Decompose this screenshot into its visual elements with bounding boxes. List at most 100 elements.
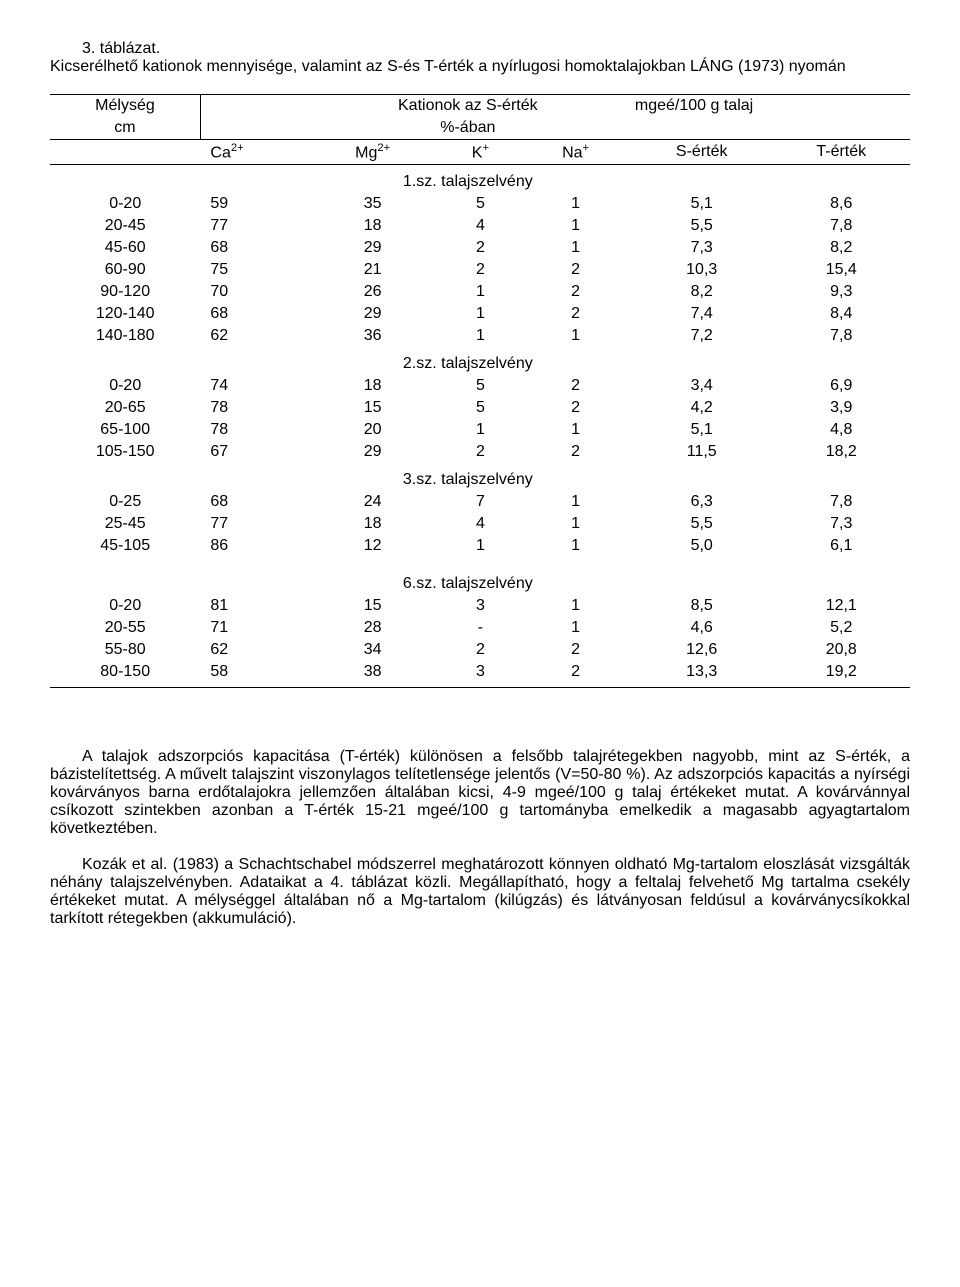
col-na: Na+	[520, 140, 631, 165]
cell-t: 12,1	[773, 595, 910, 617]
cell-mg: 18	[305, 375, 441, 397]
cell-mg: 18	[305, 215, 441, 237]
cell-depth: 55-80	[50, 639, 200, 661]
cell-na: 1	[520, 237, 631, 259]
table-row: 20-657815524,23,9	[50, 397, 910, 419]
cell-depth: 20-55	[50, 617, 200, 639]
cell-na: 1	[520, 193, 631, 215]
table-row: 45-1058612115,06,1	[50, 535, 910, 557]
cell-ca: 68	[200, 491, 304, 513]
cell-ca: 78	[200, 419, 304, 441]
cell-mg: 29	[305, 237, 441, 259]
cell-na: 2	[520, 281, 631, 303]
col-percent-label: %-ában	[305, 117, 631, 140]
cell-t: 8,2	[773, 237, 910, 259]
cell-k: 2	[441, 441, 521, 463]
cell-t: 4,8	[773, 419, 910, 441]
cell-depth: 20-45	[50, 215, 200, 237]
cell-k: 1	[441, 325, 521, 347]
table-row: 20-457718415,57,8	[50, 215, 910, 237]
cell-k: 2	[441, 259, 521, 281]
cell-depth: 0-20	[50, 595, 200, 617]
table-row: 25-457718415,57,3	[50, 513, 910, 535]
cell-ca: 74	[200, 375, 304, 397]
cell-k: 3	[441, 595, 521, 617]
cell-k: 3	[441, 661, 521, 688]
cell-ca: 62	[200, 639, 304, 661]
group-label-row: 1.sz. talajszelvény	[50, 165, 910, 194]
table-row: 80-15058383213,319,2	[50, 661, 910, 688]
cell-ca: 86	[200, 535, 304, 557]
cell-mg: 35	[305, 193, 441, 215]
cell-depth: 120-140	[50, 303, 200, 325]
cell-na: 1	[520, 419, 631, 441]
cell-na: 2	[520, 259, 631, 281]
cell-na: 2	[520, 661, 631, 688]
table-header-row-2: cm %-ában	[50, 117, 910, 140]
cell-ca: 68	[200, 303, 304, 325]
cell-depth: 0-20	[50, 375, 200, 397]
cell-ca: 58	[200, 661, 304, 688]
cell-depth: 45-60	[50, 237, 200, 259]
cell-t: 7,8	[773, 491, 910, 513]
cell-s: 3,4	[631, 375, 773, 397]
cell-ca: 62	[200, 325, 304, 347]
cell-s: 7,4	[631, 303, 773, 325]
cell-depth: 20-65	[50, 397, 200, 419]
table-row: 0-256824716,37,8	[50, 491, 910, 513]
cell-s: 5,5	[631, 513, 773, 535]
cell-mg: 38	[305, 661, 441, 688]
cell-na: 2	[520, 441, 631, 463]
table-caption: 3. táblázat. Kicserélhető kationok menny…	[50, 40, 910, 76]
group-label: 6.sz. talajszelvény	[305, 557, 631, 595]
cell-k: 1	[441, 281, 521, 303]
cell-depth: 25-45	[50, 513, 200, 535]
group-label: 1.sz. talajszelvény	[305, 165, 631, 194]
col-depth-label: Mélység	[50, 95, 200, 118]
cell-na: 1	[520, 513, 631, 535]
cell-t: 8,6	[773, 193, 910, 215]
cell-mg: 29	[305, 441, 441, 463]
cell-na: 1	[520, 215, 631, 237]
caption-text: Kicserélhető kationok mennyisége, valami…	[50, 58, 910, 76]
table-row: 0-205935515,18,6	[50, 193, 910, 215]
table-row: 140-1806236117,27,8	[50, 325, 910, 347]
cell-t: 7,8	[773, 325, 910, 347]
body-text: A talajok adszorpciós kapacitása (T-érté…	[50, 748, 910, 928]
col-unit-label: mgeé/100 g talaj	[631, 95, 910, 118]
cell-na: 2	[520, 303, 631, 325]
col-cations-label: Kationok az S-érték	[305, 95, 631, 118]
cell-s: 5,1	[631, 419, 773, 441]
cell-s: 7,2	[631, 325, 773, 347]
cell-na: 1	[520, 595, 631, 617]
paragraph-2: Kozák et al. (1983) a Schachtschabel mód…	[50, 856, 910, 928]
cell-s: 5,5	[631, 215, 773, 237]
cell-depth: 45-105	[50, 535, 200, 557]
group-label: 2.sz. talajszelvény	[305, 347, 631, 375]
cell-na: 2	[520, 639, 631, 661]
cell-t: 5,2	[773, 617, 910, 639]
cell-t: 8,4	[773, 303, 910, 325]
cell-mg: 20	[305, 419, 441, 441]
cell-s: 12,6	[631, 639, 773, 661]
col-s: S-érték	[631, 140, 773, 165]
cell-s: 5,1	[631, 193, 773, 215]
cell-mg: 36	[305, 325, 441, 347]
cell-s: 4,2	[631, 397, 773, 419]
cell-ca: 77	[200, 513, 304, 535]
cell-depth: 105-150	[50, 441, 200, 463]
group-label-row: 6.sz. talajszelvény	[50, 557, 910, 595]
cell-k: 1	[441, 419, 521, 441]
cell-k: 1	[441, 303, 521, 325]
cell-ca: 68	[200, 237, 304, 259]
cell-s: 13,3	[631, 661, 773, 688]
table-row: 120-1406829127,48,4	[50, 303, 910, 325]
cell-t: 19,2	[773, 661, 910, 688]
cell-depth: 65-100	[50, 419, 200, 441]
cell-mg: 26	[305, 281, 441, 303]
cell-k: 2	[441, 639, 521, 661]
cell-ca: 59	[200, 193, 304, 215]
cell-na: 1	[520, 617, 631, 639]
cell-depth: 0-25	[50, 491, 200, 513]
cell-na: 1	[520, 535, 631, 557]
